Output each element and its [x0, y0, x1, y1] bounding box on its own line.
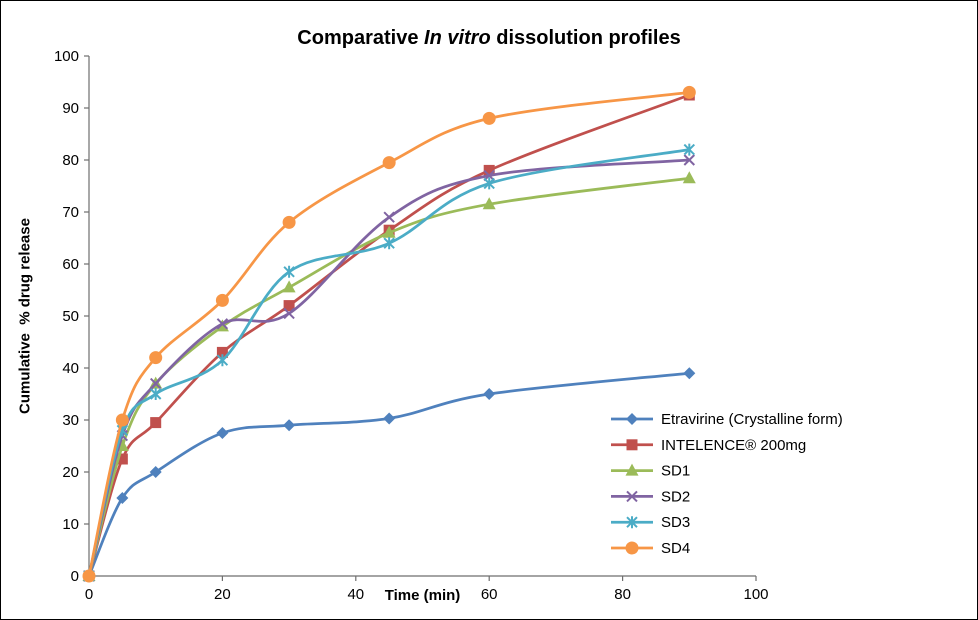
- asterisk-marker-icon: [683, 143, 696, 156]
- series-3: [82, 171, 696, 581]
- y-axis-label: Cumulative % drug release: [16, 218, 34, 414]
- legend-item: SD2: [611, 488, 690, 505]
- x-tick-label: 100: [743, 586, 768, 603]
- chart-title: Comparative In vitro dissolution profile…: [1, 27, 977, 50]
- circle-marker-icon: [82, 569, 96, 583]
- y-tick-label: 60: [62, 256, 79, 273]
- x-tick-label: 0: [85, 586, 93, 603]
- y-tick-label: 100: [54, 48, 79, 65]
- diamond-marker-icon: [283, 419, 296, 432]
- diamond-marker-icon: [683, 367, 696, 380]
- y-tick-label: 10: [62, 516, 79, 533]
- square-marker-icon: [483, 164, 495, 176]
- asterisk-marker-icon: [626, 516, 638, 529]
- diamond-marker-icon: [383, 412, 396, 425]
- x-marker-icon: [149, 377, 162, 390]
- legend-item: SD4: [611, 540, 690, 557]
- legend-item: SD3: [611, 514, 690, 531]
- asterisk-marker-icon: [283, 265, 295, 278]
- y-tick-label: 20: [62, 464, 79, 481]
- y-tick-label: 50: [62, 308, 79, 325]
- y-tick-label: 90: [62, 100, 79, 117]
- x-tick-label: 60: [481, 586, 498, 603]
- legend: Etravirine (Crystalline form) INTELENCE® …: [611, 411, 843, 557]
- series-line: [87, 148, 691, 578]
- triangle-marker-icon: [482, 197, 496, 210]
- circle-marker-icon: [215, 293, 229, 307]
- legend-label: SD4: [661, 540, 690, 557]
- diamond-marker-icon: [116, 492, 129, 504]
- square-marker-icon: [116, 453, 128, 465]
- square-marker-icon: [283, 300, 295, 312]
- x-tick-label: 40: [347, 586, 364, 603]
- legend-label: SD2: [661, 488, 690, 505]
- x-marker-icon: [383, 211, 395, 223]
- x-axis-label: Time (min): [384, 587, 461, 604]
- circle-marker-icon: [682, 85, 696, 99]
- legend-label: SD1: [661, 463, 690, 480]
- asterisk-marker-icon: [149, 388, 162, 400]
- diamond-marker-icon: [483, 388, 496, 400]
- x-marker-icon: [283, 307, 295, 320]
- chart-title-suffix: dissolution profiles: [490, 27, 681, 49]
- series-6: [82, 85, 696, 583]
- axes: 0 20 40 60 80 100 0 10 20 30 40 50 60 70 80 90 100: [54, 48, 769, 603]
- circle-marker-icon: [625, 541, 639, 555]
- circle-marker-icon: [149, 351, 163, 365]
- legend-label: SD3: [661, 514, 690, 531]
- x-marker-icon: [683, 154, 696, 166]
- x-tick-label: 80: [614, 586, 631, 603]
- chart-title-italic: In vitro: [424, 27, 491, 49]
- diamond-marker-icon: [626, 413, 638, 425]
- legend-item: SD1: [611, 463, 690, 480]
- y-tick-label: 40: [62, 360, 79, 377]
- asterisk-marker-icon: [383, 237, 395, 250]
- diamond-marker-icon: [149, 466, 162, 478]
- circle-marker-icon: [282, 215, 296, 229]
- circle-marker-icon: [382, 156, 396, 170]
- triangle-marker-icon: [282, 280, 296, 293]
- series-4: [83, 154, 696, 582]
- asterisk-marker-icon: [216, 354, 229, 367]
- x-marker-icon: [216, 318, 229, 330]
- y-tick-label: 0: [71, 568, 79, 585]
- series-line: [87, 371, 691, 578]
- series-line: [87, 158, 691, 578]
- legend-item: Etravirine (Crystalline form): [611, 411, 843, 428]
- circle-marker-icon: [115, 413, 129, 427]
- chart-title-prefix: Comparative: [297, 27, 425, 49]
- legend-label: Etravirine (Crystalline form): [661, 411, 843, 428]
- y-tick-label: 80: [62, 152, 79, 169]
- y-tick-label: 30: [62, 412, 79, 429]
- circle-marker-icon: [482, 111, 496, 125]
- diamond-marker-icon: [216, 427, 229, 439]
- legend-item: INTELENCE® 200mg: [611, 437, 806, 454]
- y-tick-label: 70: [62, 204, 79, 221]
- asterisk-marker-icon: [483, 177, 495, 190]
- x-tick-label: 20: [214, 586, 231, 603]
- triangle-marker-icon: [682, 171, 696, 184]
- square-marker-icon: [626, 439, 638, 451]
- triangle-marker-icon: [625, 463, 639, 476]
- legend-label: INTELENCE® 200mg: [661, 437, 806, 454]
- square-marker-icon: [150, 417, 162, 429]
- square-marker-icon: [216, 346, 228, 358]
- x-marker-icon: [626, 490, 638, 503]
- series-1: [83, 367, 696, 582]
- triangle-marker-icon: [382, 225, 396, 238]
